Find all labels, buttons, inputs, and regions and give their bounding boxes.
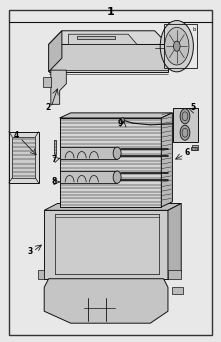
Circle shape bbox=[180, 109, 190, 124]
Circle shape bbox=[165, 27, 189, 65]
Polygon shape bbox=[69, 34, 137, 44]
Text: 1: 1 bbox=[107, 7, 114, 17]
Text: 9: 9 bbox=[118, 119, 123, 128]
Text: 2: 2 bbox=[45, 103, 50, 112]
Circle shape bbox=[113, 147, 121, 159]
Polygon shape bbox=[60, 113, 172, 118]
Polygon shape bbox=[44, 279, 168, 323]
Text: 8: 8 bbox=[51, 177, 57, 186]
Polygon shape bbox=[12, 137, 35, 178]
Circle shape bbox=[180, 125, 190, 140]
Polygon shape bbox=[38, 270, 44, 279]
Polygon shape bbox=[172, 287, 183, 294]
Polygon shape bbox=[49, 44, 168, 72]
Polygon shape bbox=[9, 10, 212, 335]
Text: 6: 6 bbox=[184, 148, 189, 157]
Polygon shape bbox=[60, 147, 117, 159]
Polygon shape bbox=[191, 147, 197, 150]
Text: 7: 7 bbox=[51, 155, 57, 163]
Polygon shape bbox=[173, 108, 198, 142]
Text: 4: 4 bbox=[14, 131, 19, 140]
Text: 5: 5 bbox=[191, 103, 196, 112]
Circle shape bbox=[160, 21, 193, 72]
Polygon shape bbox=[49, 31, 168, 44]
Polygon shape bbox=[192, 145, 198, 150]
Polygon shape bbox=[77, 36, 115, 39]
Polygon shape bbox=[44, 203, 181, 210]
Polygon shape bbox=[49, 31, 62, 72]
Circle shape bbox=[173, 41, 180, 51]
Text: b: b bbox=[193, 27, 196, 31]
Polygon shape bbox=[43, 77, 51, 87]
Circle shape bbox=[121, 118, 124, 123]
Polygon shape bbox=[44, 210, 168, 279]
Polygon shape bbox=[51, 70, 66, 104]
Polygon shape bbox=[168, 203, 181, 279]
Text: 3: 3 bbox=[27, 247, 32, 256]
Polygon shape bbox=[168, 270, 181, 279]
Circle shape bbox=[113, 171, 121, 183]
Polygon shape bbox=[60, 171, 117, 183]
Polygon shape bbox=[60, 118, 161, 207]
Polygon shape bbox=[54, 140, 56, 154]
Polygon shape bbox=[161, 113, 172, 207]
Polygon shape bbox=[9, 132, 39, 183]
